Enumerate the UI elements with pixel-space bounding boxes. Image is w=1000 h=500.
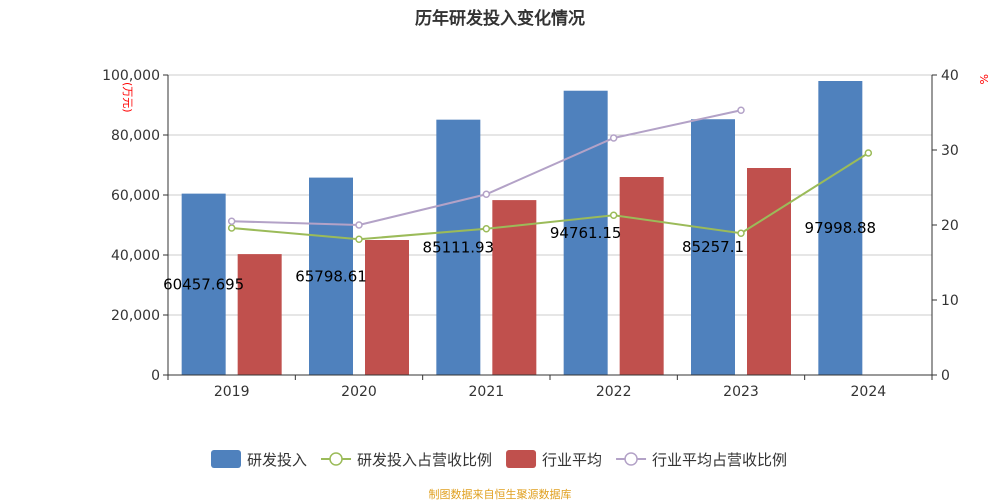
bar-行业平均-2020	[365, 240, 409, 375]
y-right-tick-label: 30	[941, 143, 959, 159]
x-tick-label: 2021	[469, 384, 505, 400]
y-left-tick-label: 100,000	[102, 68, 160, 84]
point-研发投入占营收比例	[737, 229, 745, 237]
legend-label: 行业平均占营收比例	[652, 451, 787, 469]
point-研发投入占营收比例	[864, 149, 873, 157]
legend-label: 研发投入	[247, 451, 307, 469]
data-label: 85257.1	[682, 238, 744, 256]
bar-研发投入-2023	[691, 119, 735, 375]
y-left-tick-label: 60,000	[111, 188, 160, 204]
y-left-tick-label: 0	[151, 368, 160, 384]
point-研发投入占营收比例	[609, 211, 618, 219]
line-研发投入占营收比例	[231, 152, 869, 241]
point-研发投入占营收比例	[355, 235, 363, 243]
point-行业平均占营收比例	[609, 134, 618, 142]
point-行业平均占营收比例	[227, 217, 236, 225]
data-label: 85111.93	[423, 238, 495, 256]
x-tick-label: 2024	[851, 384, 887, 400]
legend-swatch-研发投入	[211, 450, 241, 468]
y-left-tick-label: 40,000	[111, 248, 160, 264]
x-tick-label: 2020	[341, 384, 377, 400]
point-研发投入占营收比例	[482, 225, 491, 233]
x-tick-label: 2022	[596, 384, 632, 400]
line-行业平均占营收比例	[231, 109, 742, 227]
bar-行业平均-2021	[492, 200, 537, 375]
x-tick-label: 2019	[214, 384, 250, 400]
bar-研发投入-2022	[563, 90, 608, 375]
point-研发投入占营收比例	[227, 224, 236, 232]
data-label: 97998.88	[805, 219, 877, 237]
x-tick-label: 2023	[723, 384, 759, 400]
bar-行业平均-2023	[747, 168, 791, 375]
y-left-tick-label: 20,000	[111, 308, 160, 324]
source-footer: 制图数据来自恒生聚源数据库	[428, 488, 572, 500]
chart-title: 历年研发投入变化情况	[415, 9, 585, 29]
bar-研发投入-2020	[309, 177, 353, 375]
bar-行业平均-2019	[237, 254, 282, 375]
y-left-tick-label: 80,000	[111, 128, 160, 144]
y-right-axis-label: %	[977, 74, 990, 84]
y-right-tick-label: 0	[941, 368, 950, 384]
legend-marker-研发投入占营收比例	[329, 452, 343, 466]
y-right-tick-label: 40	[941, 68, 959, 84]
bar-研发投入-2024	[818, 81, 863, 375]
point-行业平均占营收比例	[482, 190, 491, 198]
data-label: 94761.15	[550, 224, 622, 242]
point-行业平均占营收比例	[737, 106, 745, 114]
bar-研发投入-2019	[181, 193, 226, 375]
legend-swatch-行业平均	[506, 450, 537, 468]
bar-行业平均-2022	[619, 177, 664, 375]
y-right-tick-label: 20	[941, 218, 959, 234]
legend-label: 行业平均	[542, 451, 602, 469]
y-right-tick-label: 10	[941, 293, 959, 309]
legend-marker-行业平均占营收比例	[624, 452, 638, 466]
bar-研发投入-2021	[436, 119, 481, 375]
y-left-axis-label: (万元)	[121, 82, 134, 113]
data-label: 60457.695	[163, 275, 244, 293]
legend-label: 研发投入占营收比例	[357, 451, 492, 469]
point-行业平均占营收比例	[355, 221, 363, 229]
data-label: 65798.61	[295, 267, 367, 285]
